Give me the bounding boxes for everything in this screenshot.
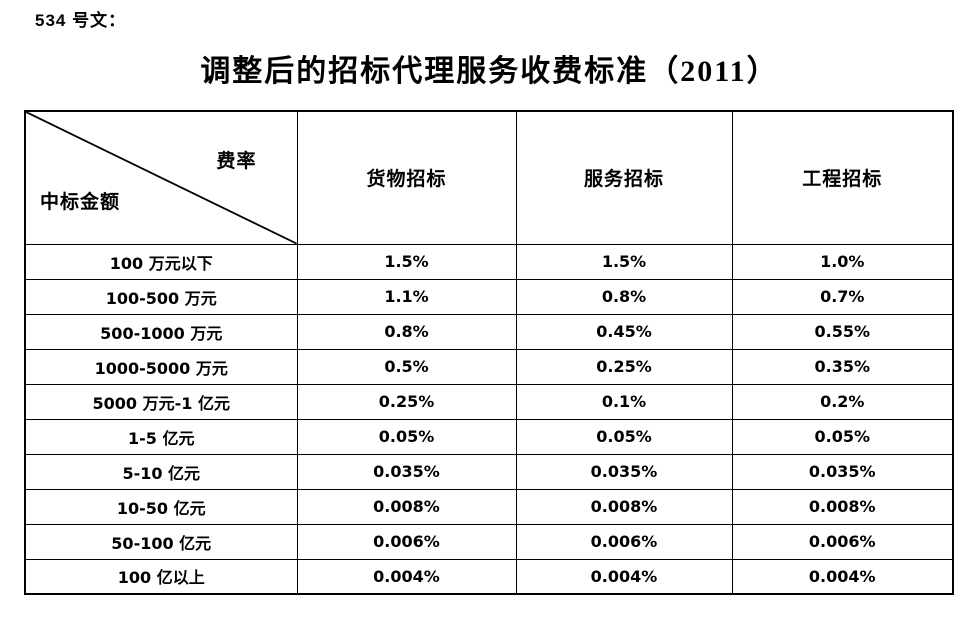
rate-cell: 0.035% [731, 453, 954, 490]
rate-cell: 1.5% [296, 243, 517, 280]
column-header-services: 服务招标 [515, 110, 733, 245]
table-row: 5000 万元-1 亿元 0.25% 0.1% 0.2% [24, 383, 954, 420]
table-row: 100 万元以下 1.5% 1.5% 1.0% [24, 243, 954, 280]
rate-cell: 0.05% [515, 418, 733, 455]
corner-cell: 费率 中标金额 [24, 110, 298, 245]
table-row: 100 亿以上 0.004% 0.004% 0.004% [24, 558, 954, 595]
rate-cell: 0.008% [296, 488, 517, 525]
rate-cell: 0.035% [296, 453, 517, 490]
fee-rate-table: 费率 中标金额 货物招标 服务招标 工程招标 100 万元以下 1.5% 1.5… [24, 110, 954, 595]
rate-cell: 0.006% [296, 523, 517, 560]
corner-fee-rate-label: 费率 [216, 151, 257, 172]
amount-range-cell: 5-10 亿元 [24, 453, 298, 490]
rate-cell: 0.004% [515, 558, 733, 595]
rate-cell: 0.7% [731, 278, 954, 315]
rate-cell: 0.1% [515, 383, 733, 420]
amount-range-cell: 10-50 亿元 [24, 488, 298, 525]
amount-range-cell: 1-5 亿元 [24, 418, 298, 455]
amount-range-cell: 100 万元以下 [24, 243, 298, 280]
rate-cell: 0.006% [515, 523, 733, 560]
diagonal-divider-line [26, 112, 297, 244]
table-row: 500-1000 万元 0.8% 0.45% 0.55% [24, 313, 954, 350]
table-row: 1-5 亿元 0.05% 0.05% 0.05% [24, 418, 954, 455]
rate-cell: 1.5% [515, 243, 733, 280]
corner-amount-label: 中标金额 [40, 191, 121, 213]
rate-cell: 0.05% [731, 418, 954, 455]
rate-cell: 0.8% [515, 278, 733, 315]
rate-cell: 0.2% [731, 383, 954, 420]
rate-cell: 0.5% [296, 348, 517, 385]
page-title: 调整后的招标代理服务收费标准（2011） [200, 55, 779, 88]
header-row: 费率 中标金额 货物招标 服务招标 工程招标 [24, 110, 954, 245]
rate-cell: 0.25% [515, 348, 733, 385]
rate-cell: 0.008% [515, 488, 733, 525]
rate-cell: 0.05% [296, 418, 517, 455]
rate-cell: 0.8% [296, 313, 517, 350]
rate-cell: 0.25% [296, 383, 517, 420]
table-row: 100-500 万元 1.1% 0.8% 0.7% [24, 278, 954, 315]
rate-cell: 1.1% [296, 278, 517, 315]
table-row: 10-50 亿元 0.008% 0.008% 0.008% [24, 488, 954, 525]
doc-number: 534 号文： [35, 11, 127, 30]
amount-range-cell: 100 亿以上 [24, 558, 298, 595]
rate-cell: 0.008% [731, 488, 954, 525]
rate-cell: 0.35% [731, 348, 954, 385]
table-row: 50-100 亿元 0.006% 0.006% 0.006% [24, 523, 954, 560]
rate-cell: 0.45% [515, 313, 733, 350]
rate-cell: 0.006% [731, 523, 954, 560]
amount-range-cell: 100-500 万元 [24, 278, 298, 315]
rate-cell: 0.55% [731, 313, 954, 350]
table-row: 5-10 亿元 0.035% 0.035% 0.035% [24, 453, 954, 490]
column-header-engineering: 工程招标 [731, 110, 954, 245]
amount-range-cell: 50-100 亿元 [24, 523, 298, 560]
table-row: 1000-5000 万元 0.5% 0.25% 0.35% [24, 348, 954, 385]
rate-cell: 0.035% [515, 453, 733, 490]
column-header-goods: 货物招标 [296, 110, 517, 245]
amount-range-cell: 500-1000 万元 [24, 313, 298, 350]
amount-range-cell: 1000-5000 万元 [24, 348, 298, 385]
rate-cell: 0.004% [296, 558, 517, 595]
rate-cell: 0.004% [731, 558, 954, 595]
rate-cell: 1.0% [731, 243, 954, 280]
amount-range-cell: 5000 万元-1 亿元 [24, 383, 298, 420]
